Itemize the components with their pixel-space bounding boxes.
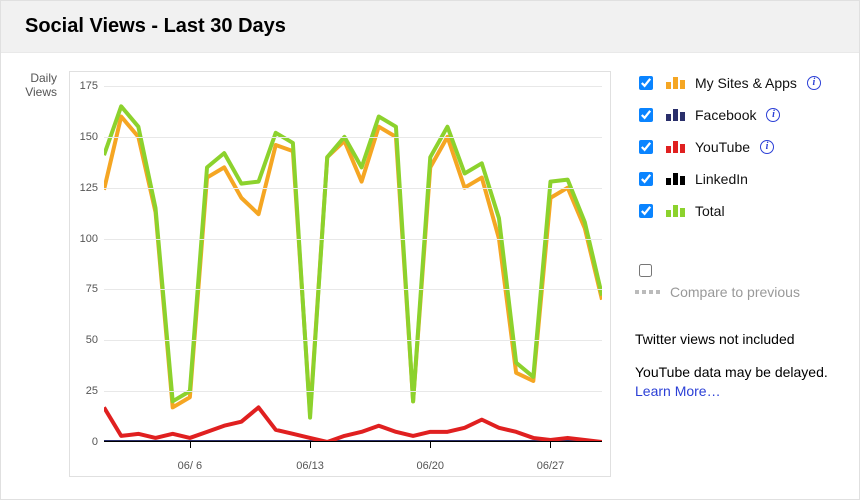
legend-swatch-total: [666, 205, 685, 217]
gridline: [104, 188, 602, 189]
legend-swatch-facebook: [666, 109, 685, 121]
y-tick-label: 25: [86, 385, 98, 397]
x-tick-mark: [550, 442, 551, 448]
youtube-note-text: YouTube data may be delayed.: [635, 364, 828, 380]
youtube-note: YouTube data may be delayed. Learn More…: [635, 363, 839, 401]
legend-checkbox-total[interactable]: [639, 204, 653, 218]
legend-list: My Sites & Apps i Facebook i YouTube i LinkedI…: [635, 73, 839, 221]
info-icon[interactable]: i: [766, 108, 780, 122]
x-tick-mark: [430, 442, 431, 448]
legend-item-linkedin[interactable]: LinkedIn: [635, 169, 839, 189]
compare-row: Compare to previous: [635, 284, 839, 300]
gridline: [104, 391, 602, 392]
compare-block: Compare to previous: [635, 261, 839, 300]
line-chart-svg: [104, 86, 602, 442]
y-tick-label: 50: [86, 334, 98, 346]
info-icon[interactable]: i: [807, 76, 821, 90]
series-line-total: [104, 106, 602, 417]
y-tick-label: 175: [80, 80, 98, 92]
panel-header: Social Views - Last 30 Days: [1, 1, 859, 53]
y-tick-label: 125: [80, 182, 98, 194]
legend-item-total[interactable]: Total: [635, 201, 839, 221]
x-tick-mark: [190, 442, 191, 448]
legend-checkbox-mysites[interactable]: [639, 76, 653, 90]
plot-area: 025507510012515017506/ 606/1306/2006/27: [104, 86, 602, 442]
series-line-mysites: [104, 117, 602, 414]
legend-checkbox-linkedin[interactable]: [639, 172, 653, 186]
legend-item-youtube[interactable]: YouTube i: [635, 137, 839, 157]
legend-checkbox-youtube[interactable]: [639, 140, 653, 154]
x-tick-label: 06/20: [417, 460, 445, 472]
gridline: [104, 239, 602, 240]
legend-label-mysites: My Sites & Apps: [695, 75, 797, 91]
info-icon[interactable]: i: [760, 140, 774, 154]
compare-checkbox[interactable]: [639, 264, 652, 277]
x-tick-mark: [310, 442, 311, 448]
gridline: [104, 86, 602, 87]
x-tick-label: 06/13: [296, 460, 324, 472]
legend-label-youtube: YouTube: [695, 139, 750, 155]
y-tick-label: 100: [80, 233, 98, 245]
learn-more-link[interactable]: Learn More…: [635, 383, 721, 399]
legend-label-total: Total: [695, 203, 725, 219]
legend-swatch-mysites: [666, 77, 685, 89]
legend-item-mysites[interactable]: My Sites & Apps i: [635, 73, 839, 93]
social-views-panel: Social Views - Last 30 Days DailyViews 0…: [0, 0, 860, 500]
legend-swatch-linkedin: [666, 173, 685, 185]
legend-column: My Sites & Apps i Facebook i YouTube i LinkedI…: [619, 65, 839, 487]
y-tick-label: 150: [80, 131, 98, 143]
compare-dash-swatch: [635, 290, 660, 294]
chart-container: DailyViews 0 25 50 75 100 125 150 175 06/ 6 06/13…: [11, 65, 619, 487]
twitter-note: Twitter views not included: [635, 330, 839, 349]
y-tick-label: 75: [86, 283, 98, 295]
series-line-youtube: [104, 407, 602, 442]
x-axis-line: [104, 441, 602, 442]
legend-swatch-youtube: [666, 141, 685, 153]
legend-checkbox-facebook[interactable]: [639, 108, 653, 122]
gridline: [104, 137, 602, 138]
legend-label-linkedin: LinkedIn: [695, 171, 748, 187]
compare-label: Compare to previous: [670, 284, 800, 300]
y-axis-title: DailyViews: [17, 71, 57, 100]
x-tick-label: 06/27: [537, 460, 565, 472]
y-tick-label: 0: [92, 436, 98, 448]
x-tick-label: 06/ 6: [178, 460, 202, 472]
legend-item-facebook[interactable]: Facebook i: [635, 105, 839, 125]
panel-body: DailyViews 0 25 50 75 100 125 150 175 06/ 6 06/13…: [1, 53, 859, 499]
gridline: [104, 340, 602, 341]
chart-area: 0 25 50 75 100 125 150 175 06/ 6 06/13 06/20 06/27: [69, 71, 611, 477]
panel-title: Social Views - Last 30 Days: [25, 15, 835, 38]
gridline: [104, 289, 602, 290]
legend-label-facebook: Facebook: [695, 107, 756, 123]
